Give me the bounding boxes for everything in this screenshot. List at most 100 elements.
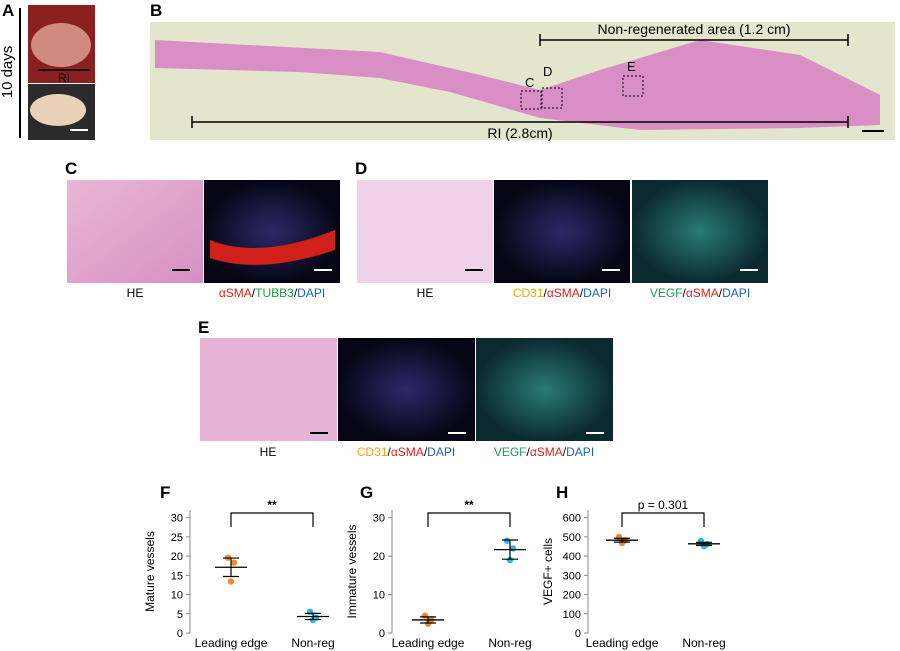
x-tick-label: Leading edge [195,636,268,650]
data-point [506,556,514,564]
data-point [503,537,511,544]
y-tick-label: 20 [373,551,385,563]
error-bar [223,557,239,578]
caption-part: DAPI [297,286,325,300]
caption-part: / [719,286,723,300]
roi-label: C [525,75,534,90]
significance-label: ** [267,498,277,512]
micrograph [200,338,337,441]
caption-part: DAPI [722,286,750,300]
y-tick-label: 0 [177,628,183,640]
caption: VEGF/αSMA/DAPI [650,286,750,300]
micrograph [338,338,475,441]
caption-part: DAPI [583,286,611,300]
time-label: 10 days [0,46,16,99]
ri-label: RI (2.8cm) [487,125,552,141]
caption-part: / [580,286,584,300]
error-bar [420,616,436,624]
caption-part: DAPI [566,445,594,459]
error-bar [696,541,712,546]
y-tick-label: 15 [171,570,183,582]
data-point [615,533,623,541]
caption-part: CD31 [357,445,388,459]
y-axis-label: VEGF+ cells [541,538,555,605]
data-point [306,608,314,616]
caption-part: HE [417,286,434,300]
y-tick-label: 30 [373,513,385,525]
caption: HE [260,445,277,459]
caption-part: αSMA [686,286,719,300]
caption-part: VEGF [650,286,683,300]
caption-part: / [294,286,298,300]
x-tick-label: Non-reg [488,636,531,650]
y-tick-label: 5 [177,609,183,621]
y-tick-label: 10 [171,590,183,602]
caption-part: / [544,286,548,300]
panel-label: F [160,483,170,502]
x-tick-label: Leading edge [392,636,465,650]
y-tick-label: 20 [171,551,183,563]
roi-box [541,87,563,109]
significance-bracket [230,512,314,527]
roi-label: D [543,64,552,79]
y-axis-label: Mature vessels [143,531,157,612]
data-point [424,620,432,627]
caption: CD31/αSMA/DAPI [357,445,455,459]
photo-detail [30,94,86,126]
photo-detail [31,23,91,67]
y-tick-label: 300 [563,570,581,582]
error-bar [502,539,518,560]
caption-part: / [527,445,531,459]
caption-part: / [424,445,428,459]
micrograph [632,180,768,283]
micrograph [204,180,340,283]
caption: VEGF/αSMA/DAPI [494,445,594,459]
y-axis-label: Immature vessels [345,524,359,618]
data-point [509,545,517,552]
x-tick-label: Non-reg [682,636,725,650]
panel-label: E [198,318,209,337]
y-tick-label: 10 [373,590,385,602]
panel-label: B [150,1,162,20]
scale-bars [172,269,758,434]
roi-box [520,90,542,110]
caption-part: HE [260,445,277,459]
x-tick-label: Leading edge [586,636,659,650]
y-tick-label: 25 [171,532,183,544]
data-point [230,559,238,566]
panel-label: C [65,159,77,178]
y-tick-label: 400 [563,551,581,563]
data-point [700,542,708,550]
panel-label: H [556,483,568,502]
panel-label: G [360,483,373,502]
error-bar [614,537,630,543]
caption-part: αSMA [530,445,563,459]
significance-label: p = 0.301 [638,498,689,512]
caption-part: / [388,445,392,459]
tissue [155,40,880,130]
data-point [618,539,626,547]
micrograph [476,338,613,441]
caption-part: TUBB3 [255,286,294,300]
y-tick-label: 500 [563,532,581,544]
data-point [421,612,429,619]
caption-part: / [683,286,687,300]
y-tick-label: 0 [379,628,385,640]
area-label: Non-regenerated area (1.2 cm) [598,21,791,37]
significance-label: ** [464,498,474,512]
y-tick-label: 100 [563,609,581,621]
panel-label: D [355,159,367,178]
significance-bracket [427,512,511,527]
y-tick-label: 0 [575,628,581,640]
caption-part: HE [127,286,144,300]
caption-part: αSMA [219,286,252,300]
caption-part: αSMA [391,445,424,459]
micrograph [357,180,493,283]
caption: HE [417,286,434,300]
caption-part: / [252,286,256,300]
caption-part: CD31 [513,286,544,300]
y-tick-label: 600 [563,513,581,525]
caption-part: VEGF [494,445,527,459]
